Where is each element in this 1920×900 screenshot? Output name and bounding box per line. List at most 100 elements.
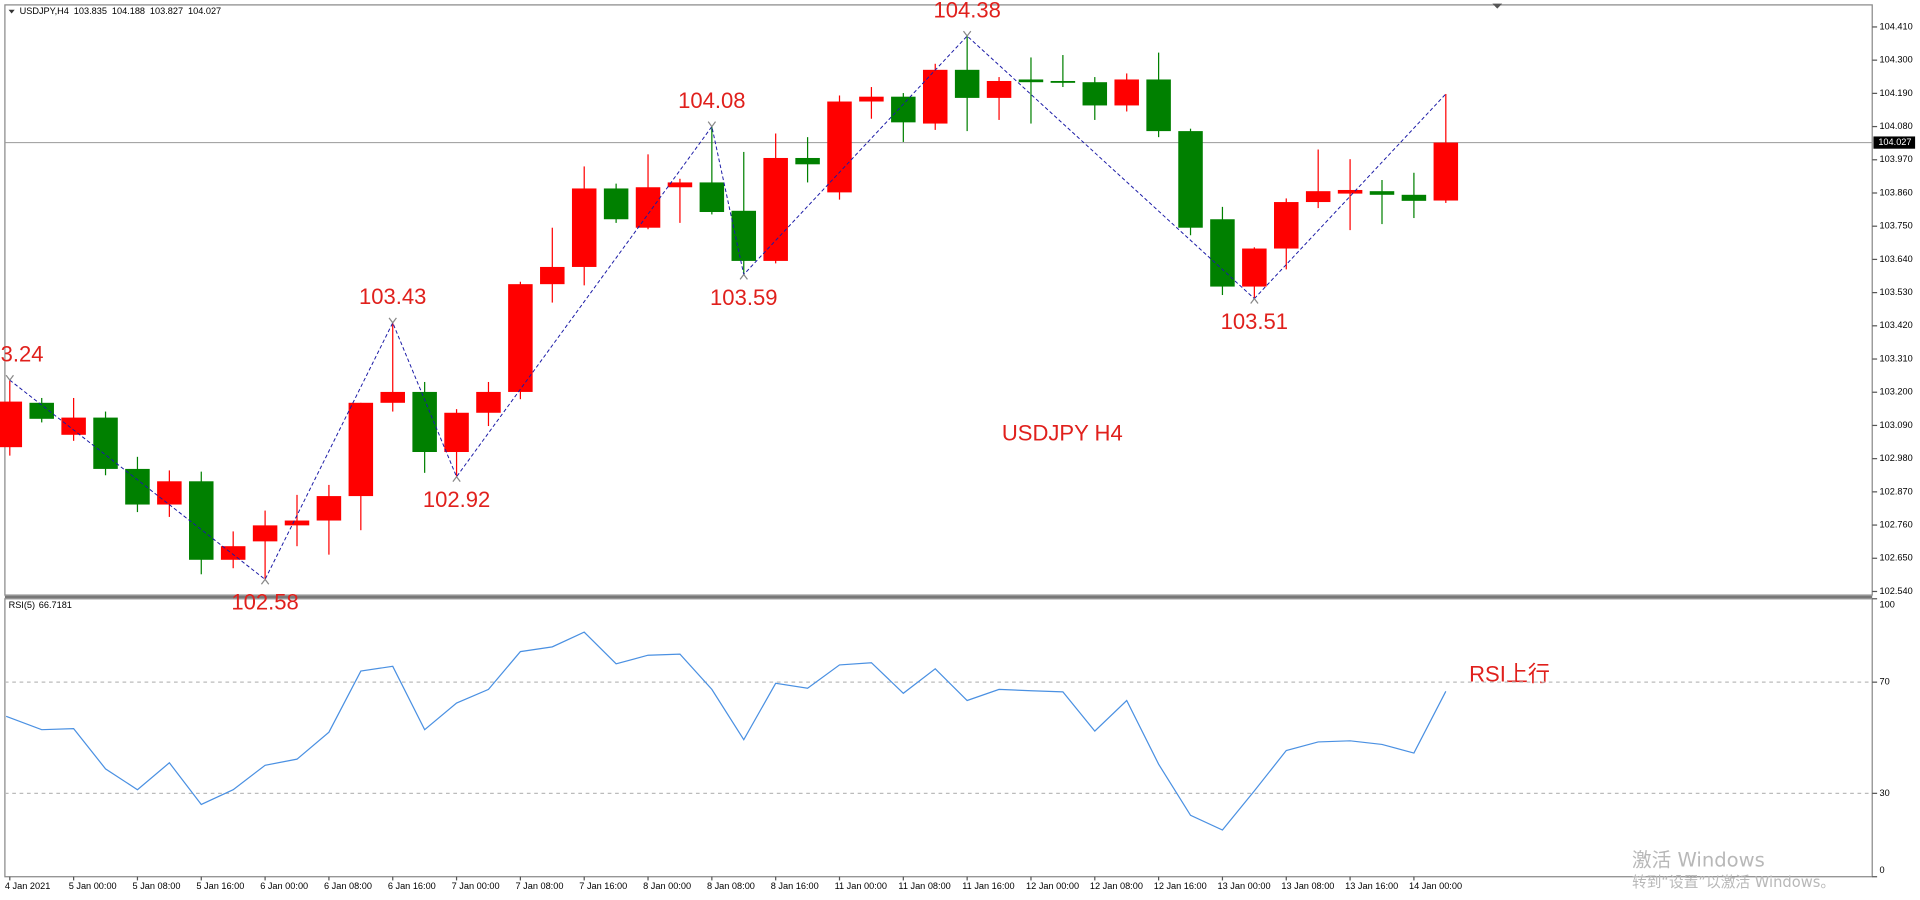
x-tick-label: 5 Jan 08:00 [133, 881, 181, 891]
y-tick-label: 70 [1880, 677, 1890, 687]
watermark-title: 激活 Windows [1632, 848, 1765, 871]
symbol-header: USDJPY,H4 103.835 104.188 103.827 104.027 [20, 7, 222, 17]
x-tick-label: 7 Jan 16:00 [579, 881, 627, 891]
x-tick-label: 13 Jan 16:00 [1345, 881, 1398, 891]
candle-body [412, 391, 437, 453]
ohlc-close: 104.027 [188, 7, 221, 17]
zigzag-marker [388, 317, 397, 324]
price-panel [4, 4, 1873, 596]
zigzag-label: 102.92 [423, 487, 490, 512]
x-tick-label: 13 Jan 00:00 [1218, 881, 1271, 891]
candle-body [316, 496, 342, 521]
ohlc-open: 103.835 [74, 7, 107, 17]
y-tick-label: 104.080 [1880, 121, 1913, 131]
x-tick-label: 8 Jan 16:00 [771, 881, 819, 891]
x-tick-label: 6 Jan 08:00 [324, 881, 372, 891]
candle-body [1146, 79, 1171, 132]
candle-body [189, 481, 214, 560]
rsi-annotation: RSI上行 [1469, 662, 1550, 687]
y-tick-label: 103.090 [1880, 420, 1913, 430]
candle-body [1018, 79, 1044, 83]
y-tick-label: 103.640 [1880, 254, 1913, 264]
candle-body [0, 401, 23, 448]
header-arrow [8, 9, 15, 14]
candle-body [157, 481, 182, 505]
candle-body [29, 402, 54, 419]
zigzag-marker [452, 475, 461, 483]
candle-body [1305, 191, 1331, 203]
candle-body [444, 412, 469, 453]
watermark-subtitle: 转到“设置”以激活 Windows。 [1632, 874, 1835, 891]
candle-body [731, 210, 757, 261]
x-tick-label: 7 Jan 08:00 [515, 881, 563, 891]
y-tick-label: 102.980 [1880, 453, 1913, 463]
x-tick-label: 13 Jan 08:00 [1281, 881, 1334, 891]
zigzag-marker [707, 121, 717, 128]
candle-body [859, 96, 884, 102]
zigzag-line [1253, 93, 1447, 299]
current-price-label: 104.027 [1878, 137, 1911, 147]
candle-body [1433, 142, 1459, 201]
candle-body [922, 69, 948, 124]
zigzag-marker [260, 578, 270, 585]
y-tick-label: 102.760 [1880, 519, 1913, 529]
candle-body [93, 417, 118, 469]
ohlc-high: 104.188 [112, 7, 145, 17]
x-tick-label: 12 Jan 16:00 [1154, 881, 1207, 891]
y-tick-label: 102.540 [1880, 586, 1913, 596]
candle-body [954, 69, 980, 98]
chart-annotation: USDJPY H4 [1002, 421, 1123, 446]
candle-body [986, 80, 1012, 98]
x-tick-label: 14 Jan 00:00 [1409, 881, 1462, 891]
zigzag-marker [1250, 297, 1259, 304]
candle-body [827, 101, 852, 193]
zigzag-label: 104.08 [678, 88, 745, 113]
rsi-panel [4, 598, 1873, 878]
y-tick-label: 104.410 [1880, 21, 1913, 31]
x-tick-label: 6 Jan 00:00 [260, 881, 308, 891]
symbol: USDJPY,H4 [20, 7, 69, 17]
zigzag-label: 104.38 [933, 0, 1000, 22]
candle-body [795, 157, 820, 165]
x-tick-label: 4 Jan 2021 [5, 881, 50, 891]
candle-body [348, 402, 374, 497]
y-tick-label: 102.870 [1880, 486, 1913, 496]
current-price-tag [1873, 136, 1916, 149]
y-tick-label: 103.530 [1880, 287, 1913, 297]
zigzag-label: 103.43 [359, 284, 426, 309]
y-tick-label: 103.860 [1880, 187, 1913, 197]
candle-body [603, 188, 629, 220]
rsi-header: RSI(5) 66.7181 [9, 601, 72, 611]
candle-body [476, 391, 501, 413]
y-tick-label: 102.650 [1880, 553, 1913, 563]
candle-body [1369, 191, 1395, 195]
candle-body [380, 391, 405, 403]
x-tick-label: 8 Jan 08:00 [707, 881, 755, 891]
rsi-line [5, 631, 1447, 831]
y-tick-label: 103.420 [1880, 320, 1913, 330]
candle-body [1274, 202, 1299, 249]
y-tick-label: 104.300 [1880, 55, 1913, 65]
shift-marker [1492, 3, 1503, 9]
rsi-value: 66.7181 [39, 601, 72, 611]
candle-body [508, 284, 533, 392]
candle-body [1337, 189, 1363, 194]
y-tick-label: 30 [1880, 788, 1890, 798]
y-tick-label: 103.310 [1880, 353, 1913, 363]
candle-body [284, 520, 310, 526]
candle-body [1114, 79, 1139, 106]
ohlc-low: 103.827 [150, 7, 183, 17]
x-tick-label: 12 Jan 00:00 [1026, 881, 1079, 891]
rsi-name: RSI(5) [9, 601, 36, 611]
y-tick-label: 103.970 [1880, 154, 1913, 164]
zigzag-marker [962, 30, 972, 38]
x-tick-label: 7 Jan 00:00 [452, 881, 500, 891]
candle-body [667, 182, 693, 188]
zigzag-marker [5, 374, 14, 382]
candle-body [540, 266, 565, 285]
y-tick-label: 103.200 [1880, 387, 1913, 397]
zigzag-label: 103.59 [710, 285, 777, 310]
candle-body [220, 546, 246, 560]
